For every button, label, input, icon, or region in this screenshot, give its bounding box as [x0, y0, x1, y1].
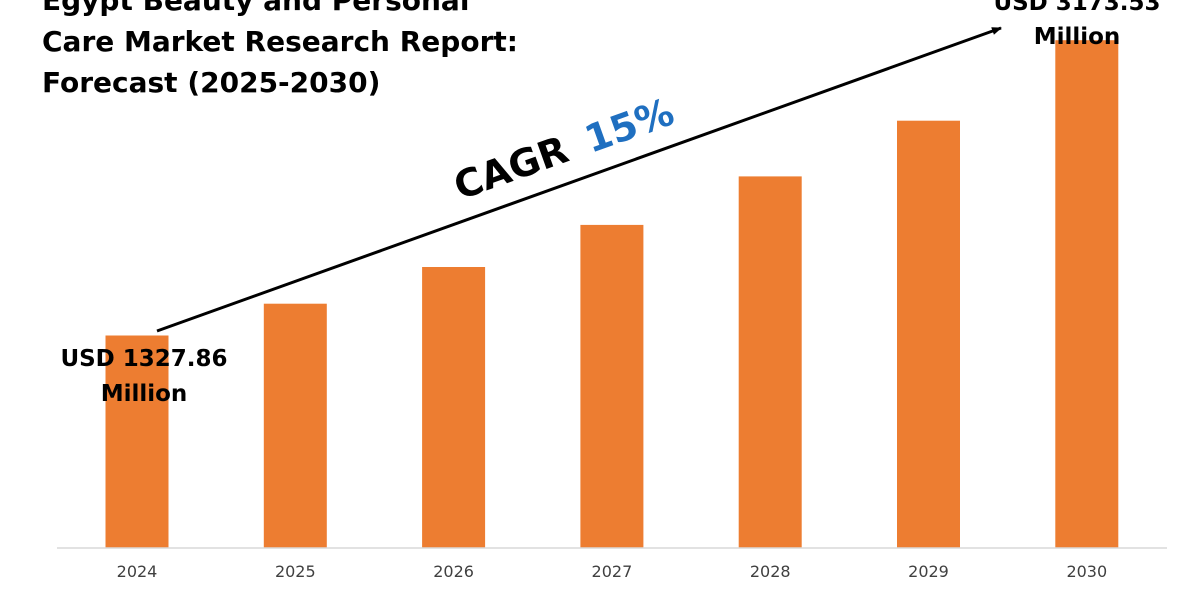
cagr-label: CAGR	[448, 127, 574, 208]
chart-title-line-1: Egypt Beauty and Personal	[42, 0, 469, 17]
x-axis-ticks: 2024 2025 2026 2027 2028 2029 2030	[117, 562, 1108, 581]
x-tick-label-2029: 2029	[908, 562, 949, 581]
growth-trend-arrow	[156, 26, 1002, 333]
cagr-annotation: CAGR 15%	[448, 90, 679, 209]
last-value-label: USD 3173.53 Million	[993, 0, 1160, 50]
bar-2025	[263, 303, 327, 548]
chart-title: Egypt Beauty and Personal Care Market Re…	[42, 0, 518, 99]
bar-2024	[105, 335, 169, 548]
last-value-line-1: USD 3173.53	[993, 0, 1160, 16]
bar-2029	[897, 120, 960, 548]
first-value-line-1: USD 1327.86	[60, 346, 227, 372]
x-tick-label-2026: 2026	[433, 562, 474, 581]
first-value-line-2: Million	[101, 381, 188, 407]
chart-title-line-2: Care Market Research Report:	[42, 25, 518, 58]
first-value-label: USD 1327.86 Million	[60, 346, 227, 407]
bar-2027	[580, 224, 644, 548]
cagr-value: 15%	[579, 90, 679, 162]
x-tick-label-2027: 2027	[592, 562, 633, 581]
svg-text:CAGR 15%: CAGR 15%	[448, 90, 679, 209]
bar-series	[105, 40, 1119, 548]
x-tick-label-2028: 2028	[750, 562, 791, 581]
bar-2028	[738, 176, 802, 548]
bar-2030	[1055, 40, 1119, 548]
last-value-line-2: Million	[1034, 24, 1121, 50]
x-tick-label-2030: 2030	[1066, 562, 1107, 581]
bar-2026	[422, 267, 486, 548]
x-tick-label-2024: 2024	[117, 562, 158, 581]
chart-title-line-3: Forecast (2025-2030)	[42, 66, 380, 99]
x-tick-label-2025: 2025	[275, 562, 316, 581]
